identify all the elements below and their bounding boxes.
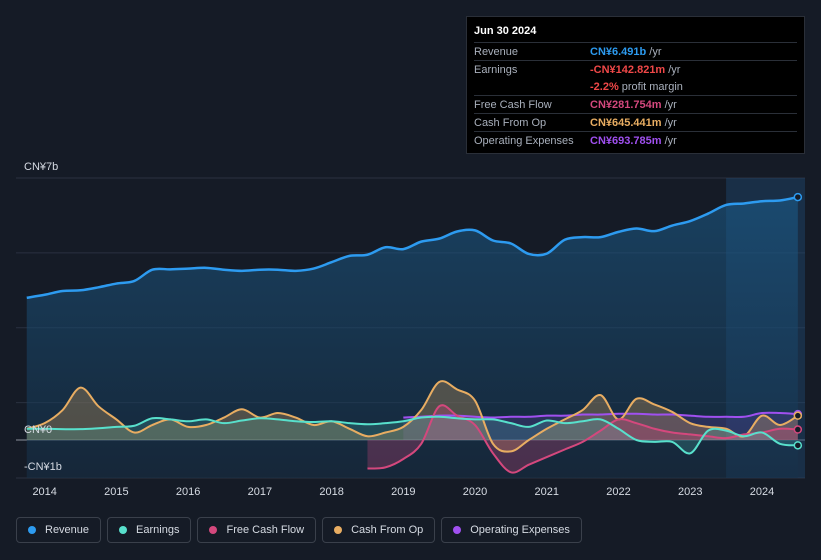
series-areas xyxy=(26,197,798,479)
tooltip-row-margin: -2.2% profit margin xyxy=(474,78,797,95)
end-marker-fcf xyxy=(793,425,803,434)
legend-label: Revenue xyxy=(45,524,90,536)
tooltip-row-opex: Operating Expenses CN¥693.785m /yr xyxy=(474,131,797,149)
tooltip-row-earnings: Earnings -CN¥142.821m /yr xyxy=(474,60,797,78)
x-tick-label: 2024 xyxy=(750,486,774,498)
line-fcf xyxy=(367,404,798,474)
x-tick-label: 2016 xyxy=(176,486,200,498)
y-tick-label-top: CN¥7b xyxy=(24,161,58,173)
legend-dot-icon xyxy=(209,526,218,534)
series-end-markers xyxy=(793,192,803,450)
tooltip-unit: profit margin xyxy=(621,80,683,93)
y-tick-label-bottom: -CN¥1b xyxy=(24,461,62,473)
area-earnings xyxy=(26,416,798,454)
end-marker-earnings xyxy=(793,441,803,450)
chart-legend: Revenue Earnings Free Cash Flow Cash Fro… xyxy=(16,517,582,543)
tooltip-value: CN¥693.785m xyxy=(590,134,662,147)
tooltip-value: -2.2% xyxy=(590,80,619,93)
tooltip-value: -CN¥142.821m xyxy=(590,63,666,76)
line-opex xyxy=(403,411,798,419)
axes: CN¥7b CN¥0 -CN¥1b xyxy=(24,161,62,473)
legend-label: Earnings xyxy=(136,524,180,536)
legend-item-revenue[interactable]: Revenue xyxy=(16,517,102,543)
tooltip-value: CN¥281.754m xyxy=(590,98,662,111)
legend-item-operating-expenses[interactable]: Operating Expenses xyxy=(441,517,582,543)
x-tick-label: 2020 xyxy=(463,486,487,498)
legend-dot-icon xyxy=(453,526,462,534)
area-cfo xyxy=(26,381,798,452)
tooltip-date: Jun 30 2024 xyxy=(474,25,537,37)
x-tick-label: 2018 xyxy=(319,486,343,498)
x-tick-label: 2014 xyxy=(32,486,56,498)
x-tick-label: 2015 xyxy=(104,486,128,498)
x-tick-label: 2017 xyxy=(248,486,272,498)
y-tick-label-zero: CN¥0 xyxy=(24,424,52,436)
tooltip-row-fcf: Free Cash Flow CN¥281.754m /yr xyxy=(474,95,797,113)
tooltip-unit: /yr xyxy=(664,98,677,111)
x-axis-ticks: 2014 2015 2016 2017 2018 2019 2020 2021 2022 2023… xyxy=(32,486,774,498)
area-opex xyxy=(403,412,798,440)
series-lines xyxy=(26,195,799,474)
legend-item-cash-from-op[interactable]: Cash From Op xyxy=(322,517,436,543)
x-tick-label: 2023 xyxy=(678,486,702,498)
legend-dot-icon xyxy=(334,526,343,534)
area-fcf xyxy=(367,405,798,473)
tooltip-unit: /yr xyxy=(668,63,681,76)
tooltip-value: CN¥6.491b xyxy=(590,45,647,58)
legend-label: Free Cash Flow xyxy=(226,524,305,536)
legend-label: Cash From Op xyxy=(351,524,424,536)
tooltip-label: Earnings xyxy=(474,63,518,76)
x-tick-label: 2022 xyxy=(606,486,630,498)
tooltip-value: CN¥645.441m xyxy=(590,116,662,129)
legend-item-free-cash-flow[interactable]: Free Cash Flow xyxy=(197,517,317,543)
tooltip-label: Operating Expenses xyxy=(474,134,574,147)
tooltip-label: Cash From Op xyxy=(474,116,547,129)
tooltip-row-cfo: Cash From Op CN¥645.441m /yr xyxy=(474,113,797,131)
line-earnings xyxy=(26,415,798,455)
legend-item-earnings[interactable]: Earnings xyxy=(107,517,192,543)
tooltip-unit: /yr xyxy=(664,116,677,129)
line-revenue xyxy=(26,195,799,300)
x-tick-label: 2019 xyxy=(391,486,415,498)
tooltip-label: Free Cash Flow xyxy=(474,98,552,111)
tooltip-label: Revenue xyxy=(474,45,519,58)
legend-dot-icon xyxy=(119,526,128,534)
end-marker-revenue xyxy=(793,192,803,202)
end-marker-cfo xyxy=(793,411,803,420)
tooltip-unit: /yr xyxy=(649,45,662,58)
area-revenue xyxy=(26,197,798,479)
legend-dot-icon xyxy=(28,526,36,534)
x-tick-label: 2021 xyxy=(535,486,559,498)
legend-label: Operating Expenses xyxy=(470,524,570,536)
data-tooltip: Jun 30 2024 Revenue CN¥6.491b /yr Earnin… xyxy=(466,16,805,154)
tooltip-unit: /yr xyxy=(664,134,677,147)
tooltip-row-revenue: Revenue CN¥6.491b /yr xyxy=(474,42,797,60)
